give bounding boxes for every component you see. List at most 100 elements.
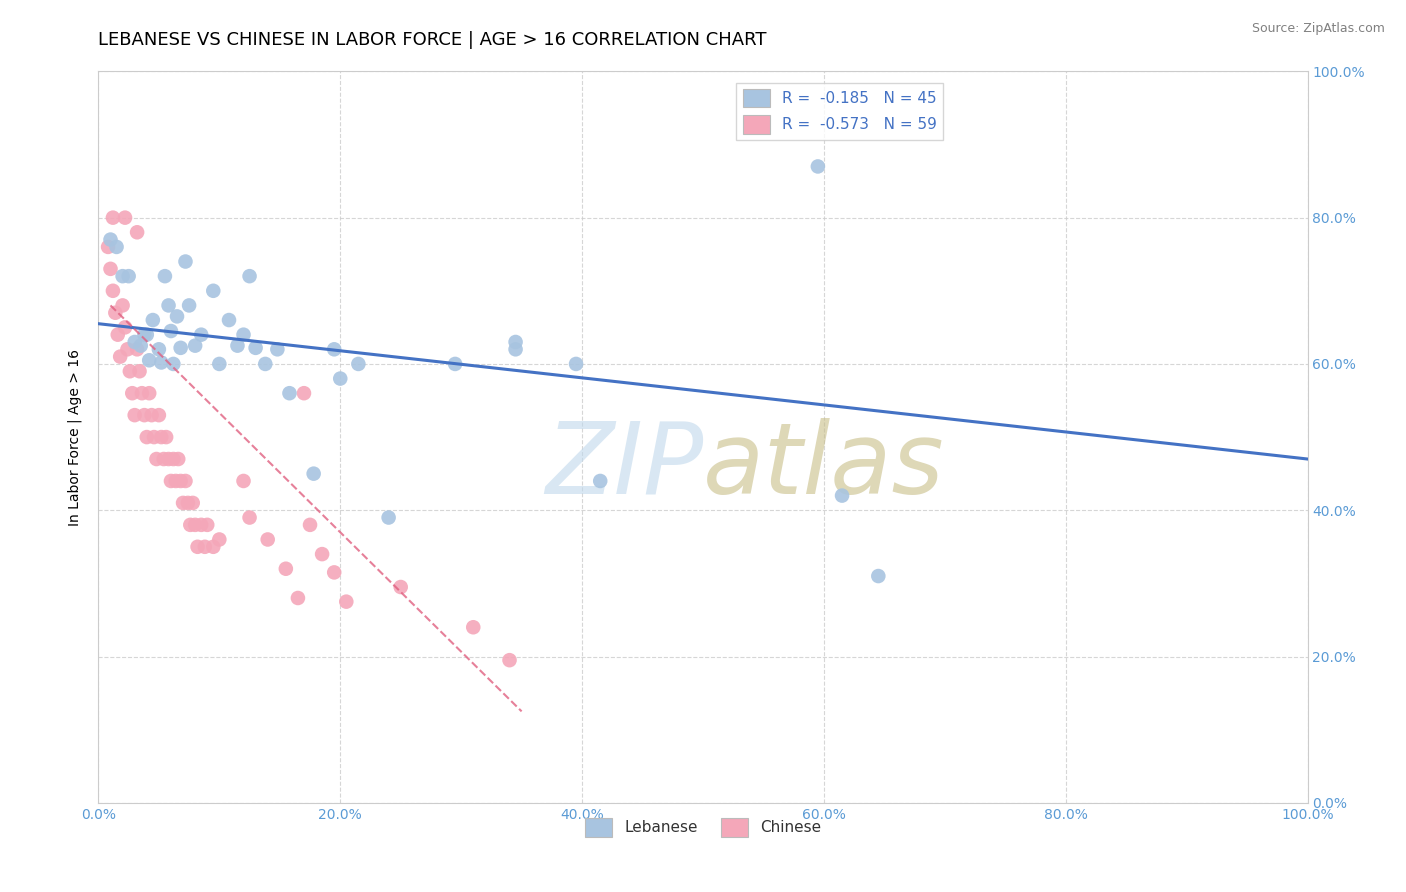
Point	[202, 284, 225, 298]
Point	[129, 338, 152, 352]
Point	[148, 343, 170, 357]
Point	[498, 653, 520, 667]
Point	[239, 510, 262, 524]
Point	[138, 386, 160, 401]
Point	[565, 357, 588, 371]
Point	[184, 338, 207, 352]
Point	[190, 517, 212, 532]
Point	[107, 327, 129, 342]
Point	[157, 298, 180, 312]
Point	[111, 298, 134, 312]
Point	[118, 364, 141, 378]
Point	[256, 533, 278, 547]
Point	[177, 496, 200, 510]
Point	[323, 343, 346, 357]
Point	[117, 343, 139, 357]
Point	[160, 474, 183, 488]
Point	[127, 343, 149, 357]
Point	[143, 430, 166, 444]
Point	[157, 452, 180, 467]
Text: ZIP: ZIP	[544, 417, 703, 515]
Point	[114, 211, 136, 225]
Point	[311, 547, 333, 561]
Point	[302, 467, 325, 481]
Point	[179, 298, 201, 312]
Point	[160, 324, 183, 338]
Point	[150, 355, 173, 369]
Point	[226, 338, 249, 352]
Point	[179, 517, 201, 532]
Point	[124, 334, 146, 349]
Point	[245, 341, 267, 355]
Point	[287, 591, 309, 605]
Point	[169, 474, 191, 488]
Point	[239, 269, 262, 284]
Point	[377, 510, 399, 524]
Point	[148, 408, 170, 422]
Point	[105, 240, 128, 254]
Point	[174, 474, 197, 488]
Point	[134, 408, 156, 422]
Point	[165, 474, 187, 488]
Point	[118, 269, 141, 284]
Point	[124, 408, 146, 422]
Point	[172, 496, 194, 510]
Point	[134, 327, 156, 342]
Point	[169, 341, 191, 355]
Point	[104, 306, 127, 320]
Point	[218, 313, 240, 327]
Point	[463, 620, 485, 634]
Point	[152, 452, 174, 467]
Point	[128, 364, 150, 378]
Point	[135, 327, 157, 342]
Point	[101, 284, 124, 298]
Point	[155, 430, 177, 444]
Point	[292, 386, 315, 401]
Point	[167, 452, 190, 467]
Point	[181, 496, 204, 510]
Point	[174, 254, 197, 268]
Point	[135, 430, 157, 444]
Point	[190, 327, 212, 342]
Point	[274, 562, 297, 576]
Point	[153, 269, 176, 284]
Y-axis label: In Labor Force | Age > 16: In Labor Force | Age > 16	[67, 349, 83, 525]
Legend: Lebanese, Chinese: Lebanese, Chinese	[578, 812, 828, 843]
Point	[505, 334, 527, 349]
Point	[108, 350, 131, 364]
Point	[162, 452, 184, 467]
Point	[166, 310, 188, 324]
Point	[111, 269, 134, 284]
Point	[97, 240, 120, 254]
Point	[807, 160, 830, 174]
Point	[114, 320, 136, 334]
Point	[232, 474, 254, 488]
Point	[131, 386, 153, 401]
Point	[202, 540, 225, 554]
Text: atlas: atlas	[703, 417, 945, 515]
Point	[266, 343, 288, 357]
Point	[444, 357, 467, 371]
Point	[127, 225, 149, 239]
Point	[194, 540, 217, 554]
Point	[831, 489, 853, 503]
Point	[121, 386, 143, 401]
Point	[138, 353, 160, 368]
Point	[145, 452, 167, 467]
Point	[184, 517, 207, 532]
Point	[187, 540, 209, 554]
Point	[100, 261, 122, 276]
Point	[278, 386, 301, 401]
Point	[505, 343, 527, 357]
Point	[232, 327, 254, 342]
Point	[254, 357, 277, 371]
Point	[389, 580, 412, 594]
Text: LEBANESE VS CHINESE IN LABOR FORCE | AGE > 16 CORRELATION CHART: LEBANESE VS CHINESE IN LABOR FORCE | AGE…	[98, 31, 766, 49]
Point	[347, 357, 370, 371]
Text: Source: ZipAtlas.com: Source: ZipAtlas.com	[1251, 22, 1385, 36]
Point	[335, 594, 357, 608]
Point	[299, 517, 322, 532]
Point	[323, 566, 346, 580]
Point	[100, 233, 122, 247]
Point	[208, 357, 231, 371]
